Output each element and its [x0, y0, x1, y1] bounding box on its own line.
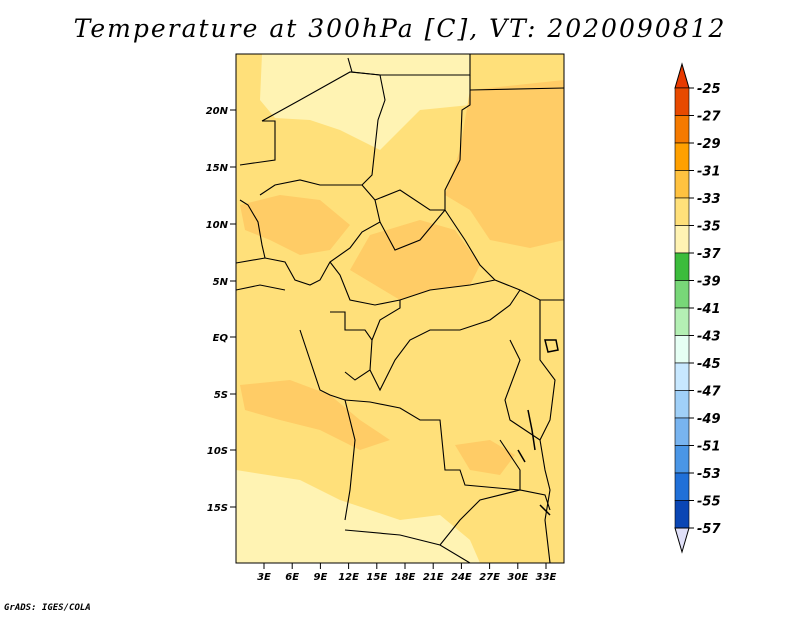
lon-label: 9E [314, 572, 328, 583]
field-region-mid-east [460, 300, 564, 450]
lat-label: 5N [213, 277, 229, 288]
colorbar-label: -31 [697, 165, 721, 180]
lon-label: 18E [395, 572, 416, 583]
colorbar-swatch [674, 362, 690, 391]
lon-label: 15E [366, 572, 387, 583]
colorbar-label: -37 [697, 247, 721, 262]
field-region-warm-southwest [240, 380, 390, 450]
lat-label: 20N [206, 106, 229, 117]
colorbar-swatch [674, 142, 690, 171]
colorbar-label: -51 [697, 440, 721, 455]
lat-label: 10S [207, 446, 228, 457]
latitude-axis: 20N 15N 10N 5N EQ 5S 10S 15S [206, 106, 236, 514]
colorbar-swatch [674, 445, 690, 474]
colorbar-swatch [674, 280, 690, 309]
longitude-axis: 3E 6E 9E 12E 15E 18E 21E 24E 27E 30E 33E [257, 563, 557, 583]
colorbar-swatch [674, 500, 690, 529]
colorbar-label: -27 [697, 110, 721, 125]
colorbar-label: -41 [697, 302, 721, 317]
colorbar-swatch [674, 335, 690, 364]
colorbar-swatch [674, 87, 690, 116]
colorbar-swatch [674, 417, 690, 446]
field-region-light-north [260, 54, 470, 150]
colorbar-bottom-cap [674, 527, 690, 554]
lat-label: 15N [206, 163, 229, 174]
lat-label: 10N [206, 220, 229, 231]
colorbar-label: -47 [697, 385, 721, 400]
lat-label: EQ [213, 333, 229, 344]
colorbar-swatch [674, 115, 690, 144]
map-title: Temperature at 300hPa [C], VT: 202009081… [73, 14, 727, 43]
colorbar-label: -49 [697, 412, 721, 427]
colorbar-swatch [674, 170, 690, 199]
map-frame [235, 53, 565, 564]
country-borders [236, 54, 564, 563]
colorbar-label: -39 [697, 275, 721, 290]
colorbar-label: -45 [697, 357, 721, 372]
colorbar-swatch [674, 307, 690, 336]
field-region-warm-southeast [455, 440, 515, 475]
lon-label: 30E [507, 572, 528, 583]
lat-label: 15S [207, 503, 228, 514]
lon-label: 24E [451, 572, 472, 583]
colorbar-swatch [674, 225, 690, 254]
lat-label: 5S [214, 390, 228, 401]
colorbar-label: -33 [697, 192, 721, 207]
colorbar-swatch [674, 197, 690, 226]
colorbar: -25 -27 -29 -31 -33 -35 -37 -39 -41 -43 -45 -47 -49 -… [674, 62, 721, 554]
colorbar-swatch [674, 390, 690, 419]
lon-label: 12E [338, 572, 359, 583]
colorbar-label: -43 [697, 330, 721, 345]
lon-label: 27E [479, 572, 500, 583]
lon-label: 6E [285, 572, 299, 583]
colorbar-label: -57 [697, 522, 721, 537]
colorbar-label: -53 [697, 467, 721, 482]
colorbar-label: -25 [697, 82, 721, 97]
lon-label: 21E [423, 572, 444, 583]
colorbar-label: -35 [697, 220, 721, 235]
field-region-warm-northeast [445, 80, 564, 248]
lon-label: 33E [536, 572, 557, 583]
colorbar-top-cap [674, 62, 690, 89]
colorbar-swatch [674, 472, 690, 501]
grads-credit: GrADS: IGES/COLA [4, 603, 91, 613]
lon-label: 3E [257, 572, 271, 583]
field-region-warm-band [240, 195, 350, 255]
colorbar-label: -55 [697, 495, 721, 510]
colorbar-swatch [674, 252, 690, 281]
colorbar-label: -29 [697, 137, 721, 152]
field-region-warm-central [350, 220, 480, 300]
lake-outlines [517, 339, 559, 516]
